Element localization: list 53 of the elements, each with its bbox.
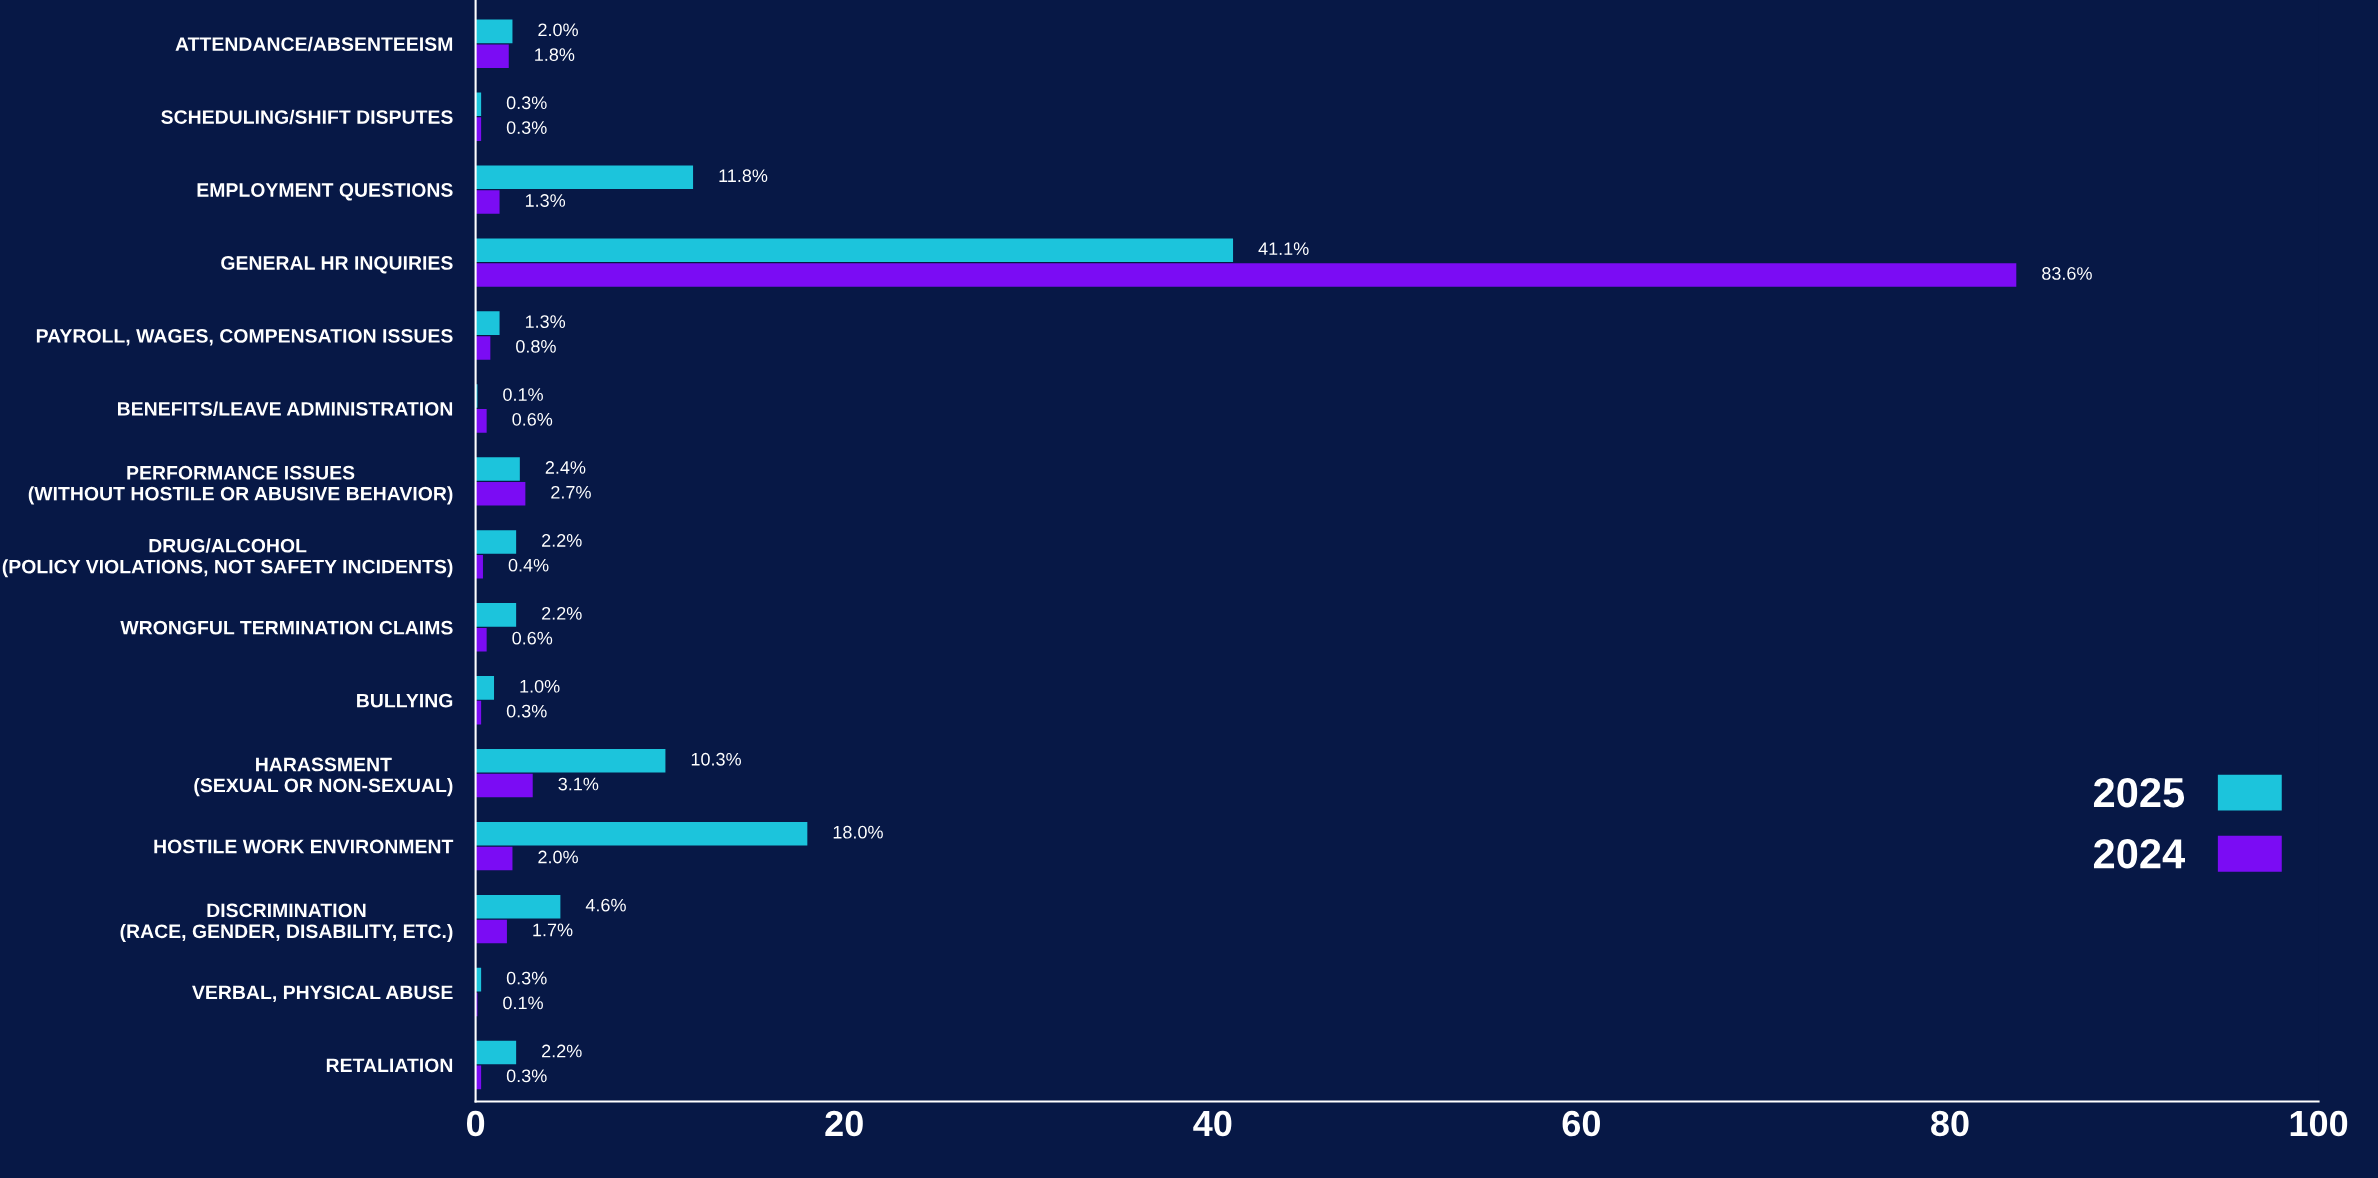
y-tick-label: PERFORMANCE ISSUES (WITHOUT HOSTILE OR ABUSIVE BEHAVIOR) [28,465,453,505]
data-label: 0.6% [512,412,553,426]
data-label: 4.6% [585,898,626,912]
y-tick-label: ATTENDANCE/ABSENTEEISM [175,36,453,52]
y-tick-label: HARASSMENT (SEXUAL OR NON-SEXUAL) [194,757,453,797]
data-label: 1.0% [520,679,560,693]
data-label: 1.3% [525,315,566,328]
data-label: 1.7% [533,923,573,937]
legend-label: 2025 [2093,777,2185,808]
x-tick-label: 60 [1562,1110,1600,1137]
y-tick-label: DISCRIMINATION (RACE, GENDER, DISABILITY, ETC.) [120,903,453,943]
data-label: 10.3% [691,752,741,766]
data-label: 0.3% [506,704,547,718]
x-tick-label: 40 [1193,1110,1232,1137]
data-label: 0.4% [508,558,549,572]
data-label: 2.2% [542,1044,582,1058]
y-tick-label: PAYROLL, WAGES, COMPENSATION ISSUES [36,329,453,346]
x-tick-label: 80 [1931,1110,1969,1137]
y-tick-label: HOSTILE WORK ENVIRONMENT [154,839,454,854]
data-label: 3.1% [558,777,599,791]
data-label: 2.0% [538,850,578,864]
y-tick-label: BENEFITS/LEAVE ADMINISTRATION [117,401,453,416]
y-tick-label: DRUG/ALCOHOL (POLICY VIOLATIONS, NOT SAFETY INCIDENTS) [2,538,453,578]
x-tick-label: 0 [466,1110,485,1137]
y-tick-label: VERBAL, PHYSICAL ABUSE [192,985,453,1003]
y-tick-label: BULLYING [357,693,453,708]
data-label: 0.8% [516,340,556,353]
data-label: 0.3% [506,121,547,134]
legend-label: 2024 [2093,839,2185,869]
data-label: 0.1% [503,996,543,1010]
y-tick-label: RETALIATION [326,1058,453,1073]
data-label: 11.8% [719,169,768,183]
data-label: 0.3% [506,971,547,985]
y-tick-label: EMPLOYMENT QUESTIONS [197,183,453,201]
data-label: 1.8% [535,48,575,62]
y-tick-label: WRONGFUL TERMINATION CLAIMS [120,620,453,635]
data-label: 0.3% [506,96,547,110]
data-label: 2.2% [542,606,582,620]
data-label: 83.6% [2042,267,2092,280]
x-tick-label: 20 [825,1110,863,1137]
data-label: 2.2% [542,534,582,547]
x-tick-label: 100 [2290,1110,2348,1137]
y-tick-label: SCHEDULING/SHIFT DISPUTES [161,109,453,125]
data-label: 1.3% [525,194,566,207]
data-label: 2.0% [538,23,578,37]
data-label: 0.1% [503,388,543,401]
data-label: 0.3% [506,1069,547,1083]
data-label: 41.1% [1258,242,1309,255]
data-label: 0.6% [512,631,553,645]
y-tick-label: GENERAL HR INQUIRIES [221,256,453,274]
data-label: 2.7% [551,485,591,499]
data-label: 18.0% [833,825,883,839]
data-label: 2.4% [545,461,586,474]
